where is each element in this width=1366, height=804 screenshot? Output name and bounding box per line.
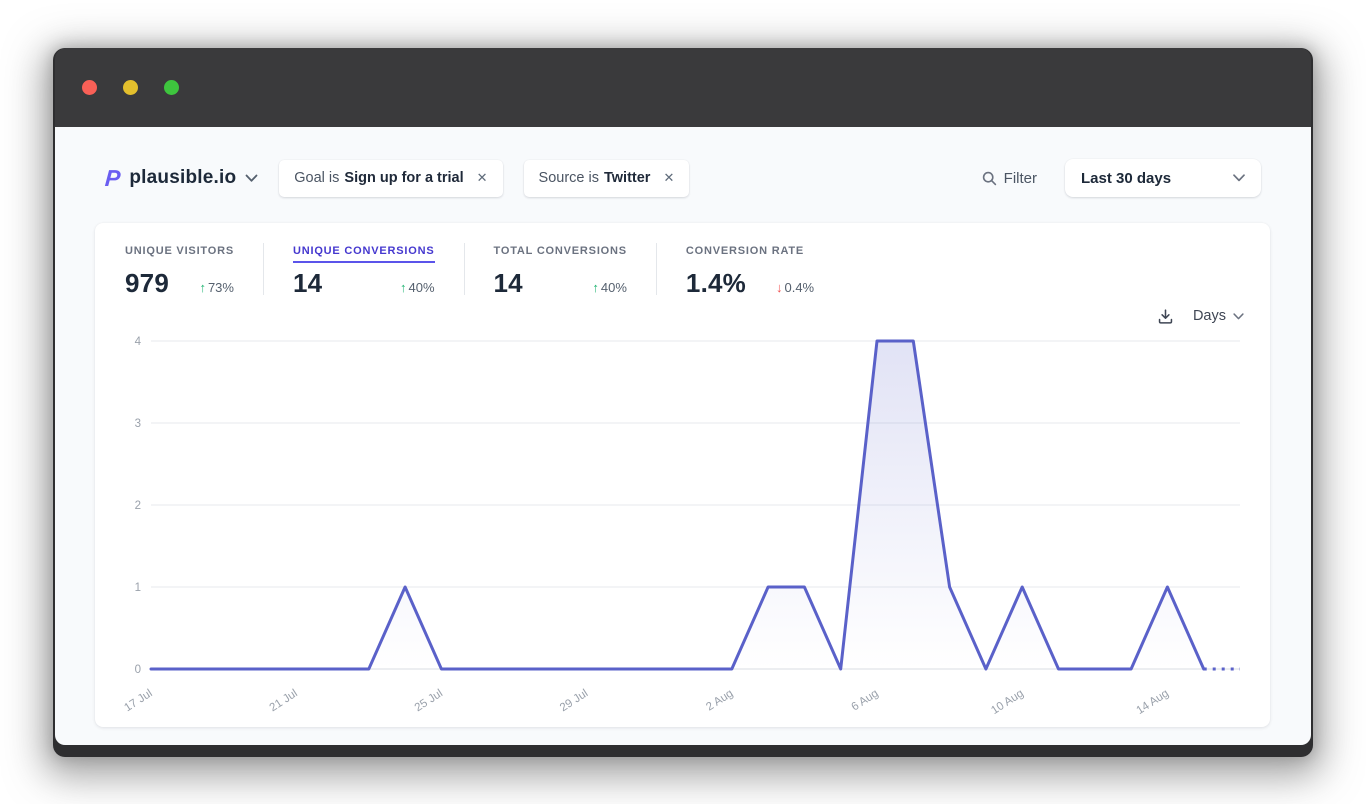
- interval-label: Days: [1192, 308, 1226, 324]
- x-tick-label: 14 Aug: [1134, 687, 1171, 717]
- download-export-button[interactable]: [1157, 308, 1174, 325]
- site-picker[interactable]: P plausible.io: [104, 164, 258, 191]
- filter-chip-value: Sign up for a trial: [344, 170, 464, 186]
- x-tick-label: 21 Jul: [268, 687, 300, 714]
- x-tick-label: 6 Aug: [849, 687, 880, 713]
- dashboard-header: P plausible.io Goal is Sign up for a tri…: [55, 127, 1311, 197]
- window-titlebar: [55, 48, 1311, 127]
- stat-unique-visitors[interactable]: UNIQUE VISITORS 979 ↑ 73%: [125, 245, 234, 298]
- site-name: plausible.io: [129, 167, 237, 188]
- stat-divider: [262, 243, 264, 295]
- filter-button-label: Filter: [1003, 169, 1037, 187]
- search-icon: [982, 171, 996, 185]
- top-stats: UNIQUE VISITORS 979 ↑ 73% UNIQUE CONVERSI…: [115, 241, 1250, 299]
- main-graph-card: UNIQUE VISITORS 979 ↑ 73% UNIQUE CONVERSI…: [95, 223, 1270, 727]
- filter-chip-goal[interactable]: Goal is Sign up for a trial ✕: [279, 159, 503, 197]
- chevron-down-icon: [1233, 312, 1244, 319]
- y-tick-label: 2: [135, 500, 141, 512]
- plausible-logo-icon: P: [104, 164, 122, 191]
- stat-divider: [463, 243, 465, 295]
- x-tick-label: 2 Aug: [704, 687, 735, 713]
- x-tick-label: 25 Jul: [413, 687, 445, 714]
- remove-filter-icon[interactable]: ✕: [663, 170, 675, 185]
- chevron-down-icon: [1233, 174, 1245, 182]
- trend-arrow-icon: ↑: [199, 280, 206, 295]
- filter-chip-prefix: Goal is: [294, 170, 340, 186]
- traffic-light-minimize-icon[interactable]: [123, 80, 138, 95]
- download-icon: [1158, 308, 1173, 324]
- y-tick-label: 3: [135, 418, 141, 430]
- stat-unique-conversions[interactable]: UNIQUE CONVERSIONS 14 ↑ 40%: [292, 245, 435, 298]
- interval-picker[interactable]: Days: [1193, 308, 1244, 324]
- traffic-light-zoom-icon[interactable]: [164, 80, 179, 95]
- stat-divider: [655, 243, 657, 295]
- stat-total-conversions[interactable]: TOTAL CONVERSIONS 14 ↑ 40%: [493, 245, 627, 298]
- x-tick-label: 17 Jul: [122, 687, 154, 714]
- browser-window: P plausible.io Goal is Sign up for a tri…: [53, 48, 1313, 757]
- date-range-value: Last 30 days: [1081, 169, 1172, 187]
- x-tick-label: 10 Aug: [989, 687, 1026, 717]
- date-range-picker[interactable]: Last 30 days: [1065, 159, 1261, 197]
- chevron-down-icon: [245, 174, 258, 182]
- traffic-light-close-icon[interactable]: [82, 80, 97, 95]
- filter-chip-value: Twitter: [604, 170, 651, 186]
- y-tick-label: 1: [135, 582, 141, 594]
- filter-chip-prefix: Source is: [538, 170, 599, 186]
- trend-arrow-icon: ↑: [592, 280, 599, 295]
- trend-arrow-icon: ↓: [775, 280, 783, 295]
- filter-chip-source[interactable]: Source is Twitter ✕: [523, 159, 690, 197]
- y-tick-label: 4: [135, 336, 142, 348]
- conversions-chart[interactable]: 0 1 2 3 4 17 Jul 21 Jul 25 Jul 29 Jul 2 Aug 6 Aug 1…: [115, 331, 1250, 723]
- trend-arrow-icon: ↑: [399, 280, 407, 295]
- y-tick-label: 0: [135, 664, 141, 676]
- x-tick-label: 29 Jul: [558, 687, 590, 714]
- chart-line: [149, 339, 1206, 671]
- graph-controls: Days: [115, 301, 1244, 331]
- dashboard: P plausible.io Goal is Sign up for a tri…: [55, 127, 1311, 745]
- stat-conversion-rate[interactable]: CONVERSION RATE 1.4% ↓ 0.4%: [685, 245, 815, 298]
- filter-button[interactable]: Filter: [982, 170, 1037, 187]
- remove-filter-icon[interactable]: ✕: [476, 170, 488, 185]
